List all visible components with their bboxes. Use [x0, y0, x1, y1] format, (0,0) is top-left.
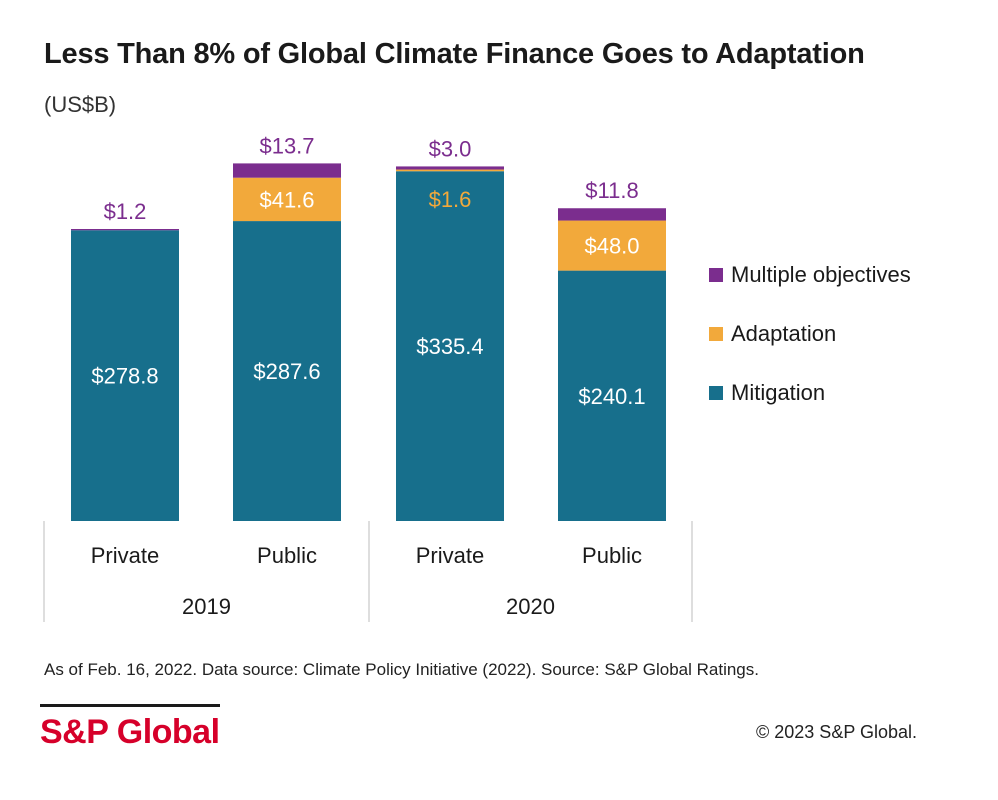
category-label: Private: [91, 543, 159, 568]
data-label-mitigation: $335.4: [416, 334, 483, 359]
chart-title: Less Than 8% of Global Climate Finance G…: [44, 38, 865, 70]
bar-mitigation: [396, 171, 504, 521]
data-label-mitigation: $287.6: [253, 359, 320, 384]
source-note: As of Feb. 16, 2022. Data source: Climat…: [44, 660, 759, 679]
stacked-bar-chart: $278.8 $1.2 Private $287.6 $41.6 $13.7 Public $…: [43, 133, 911, 622]
legend-label: Mitigation: [731, 380, 825, 405]
year-group-label: 2019: [182, 594, 231, 619]
bar-mitigation: [233, 221, 341, 521]
data-label-multiple-objectives: $11.8: [585, 178, 638, 203]
copyright-text: © 2023 S&P Global.: [756, 722, 918, 742]
category-label: Private: [416, 543, 484, 568]
bar-multiple-objectives: [71, 229, 179, 231]
chart-subtitle: (US$B): [44, 92, 117, 117]
legend-swatch: [709, 268, 723, 282]
bar-multiple-objectives: [558, 208, 666, 221]
data-label-adaptation: $48.0: [584, 234, 639, 259]
data-label-adaptation: $1.6: [429, 187, 472, 212]
legend-swatch: [709, 386, 723, 400]
data-label-adaptation: $41.6: [259, 187, 314, 212]
data-label-multiple-objectives: $13.7: [259, 133, 314, 158]
data-label-mitigation: $240.1: [578, 384, 645, 409]
category-label: Public: [257, 543, 317, 568]
bar-mitigation: [71, 230, 179, 521]
data-label-multiple-objectives: $3.0: [429, 136, 472, 161]
legend-label: Adaptation: [731, 321, 836, 346]
sp-global-logo: S&P Global: [40, 704, 220, 752]
legend-label: Multiple objectives: [731, 262, 911, 287]
bar-adaptation: [396, 169, 504, 172]
category-label: Public: [582, 543, 642, 568]
data-label-mitigation: $278.8: [91, 364, 158, 389]
bar-multiple-objectives: [233, 163, 341, 178]
year-group-label: 2020: [506, 594, 555, 619]
legend-swatch: [709, 327, 723, 341]
bar-multiple-objectives: [396, 166, 504, 170]
bar-adaptation: [558, 220, 666, 271]
data-label-multiple-objectives: $1.2: [104, 199, 147, 224]
bar-mitigation: [558, 270, 666, 521]
bar-adaptation: [233, 177, 341, 222]
